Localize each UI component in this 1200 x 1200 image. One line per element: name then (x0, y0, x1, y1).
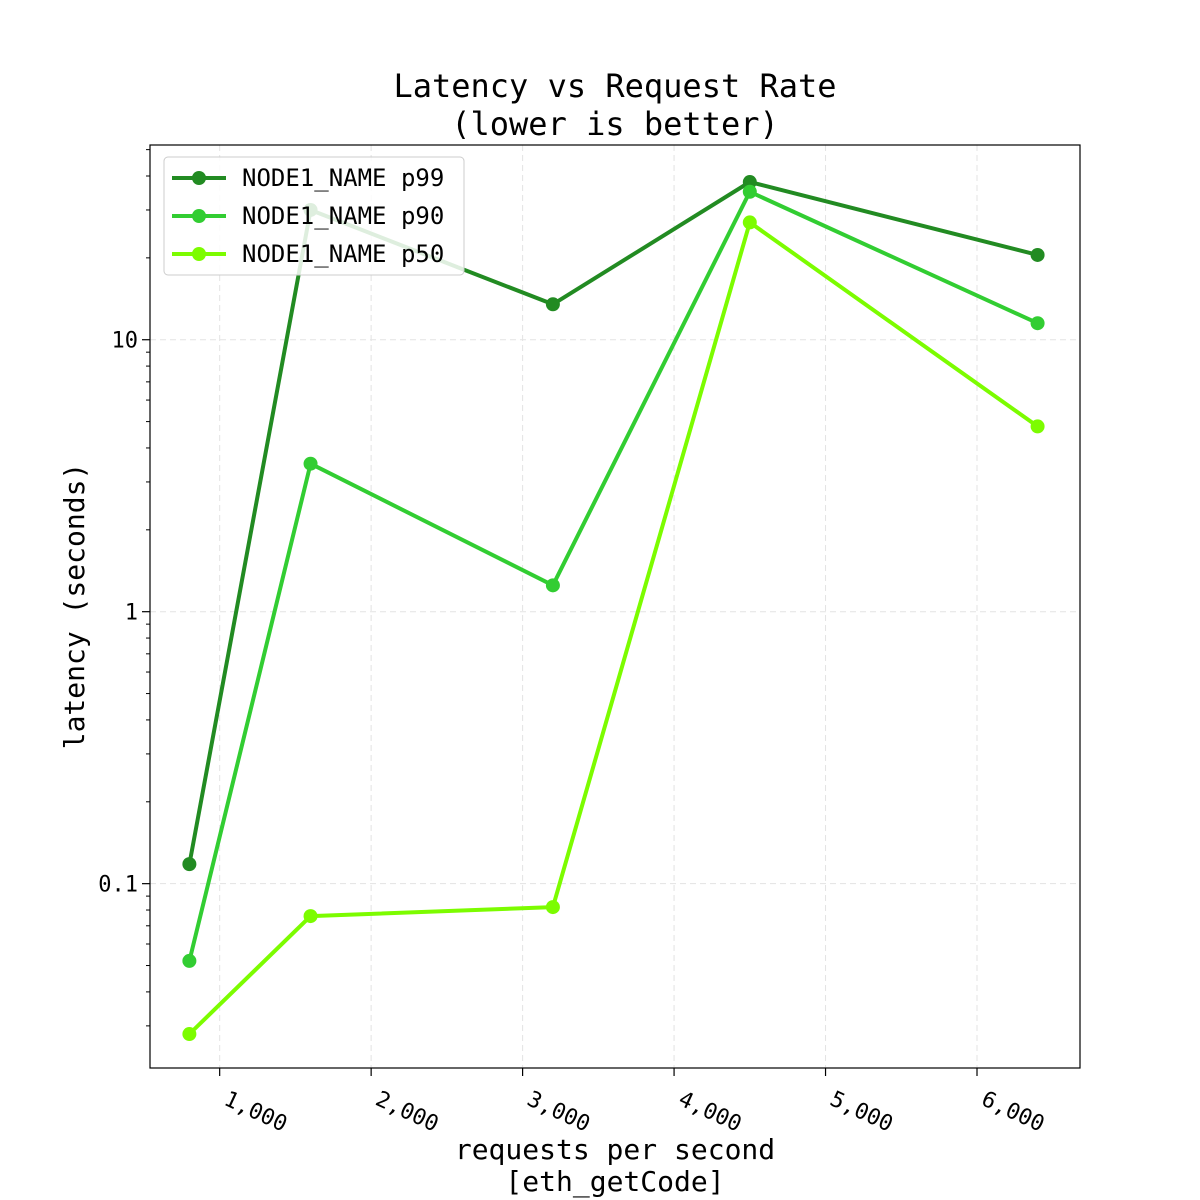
data-point (182, 953, 197, 968)
legend: NODE1_NAME p99 NODE1_NAME p90 NODE1_NAME p… (163, 156, 465, 276)
x-tick-label: 1,000 (220, 1087, 291, 1138)
x-axis-label-line-2: [eth_getCode] (505, 1165, 724, 1199)
legend-swatch-marker (192, 247, 206, 261)
data-point (742, 175, 757, 190)
x-tick-label: 4,000 (675, 1087, 746, 1138)
y-tick-label: 0.1 (98, 873, 138, 898)
data-point (1030, 316, 1045, 331)
data-point (303, 456, 318, 471)
plot-frame (149, 144, 1081, 1069)
data-point (303, 909, 318, 924)
data-point (545, 900, 560, 915)
data-point (182, 857, 197, 872)
legend-label: NODE1_NAME p90 (242, 202, 444, 230)
x-tick-label: 6,000 (977, 1087, 1048, 1138)
x-tick-label: 2,000 (372, 1087, 443, 1138)
axis-ticks: 1,000 2,000 3,000 4,000 5,000 6,000 0.1 1 10 (98, 149, 1048, 1138)
x-tick-label: 3,000 (523, 1087, 594, 1138)
x-tick-label: 5,000 (826, 1087, 897, 1138)
legend-swatch-marker (192, 171, 206, 185)
y-axis-label: latency (seconds) (58, 463, 91, 750)
legend-swatch-marker (192, 209, 206, 223)
x-axis-label-line-1: requests per second (455, 1133, 775, 1166)
series-layer (182, 175, 1045, 1042)
series-line (188, 220, 1039, 1036)
legend-box (163, 156, 465, 276)
data-point (742, 184, 757, 199)
series-line (187, 180, 1039, 865)
data-point (545, 297, 560, 312)
legend-label: NODE1_NAME p99 (242, 164, 444, 192)
y-tick-label: 10 (112, 329, 139, 354)
data-point (1030, 419, 1045, 434)
chart-title-line-1: Latency vs Request Rate (393, 67, 836, 105)
series-line (187, 189, 1039, 962)
y-tick-label: 1 (125, 601, 138, 626)
data-point (742, 215, 757, 230)
data-point (182, 1027, 197, 1042)
legend-label: NODE1_NAME p50 (242, 240, 444, 268)
grid-lines (150, 145, 1080, 1068)
data-point (545, 578, 560, 593)
chart-title-line-2: (lower is better) (451, 105, 779, 143)
data-point (1030, 247, 1045, 262)
